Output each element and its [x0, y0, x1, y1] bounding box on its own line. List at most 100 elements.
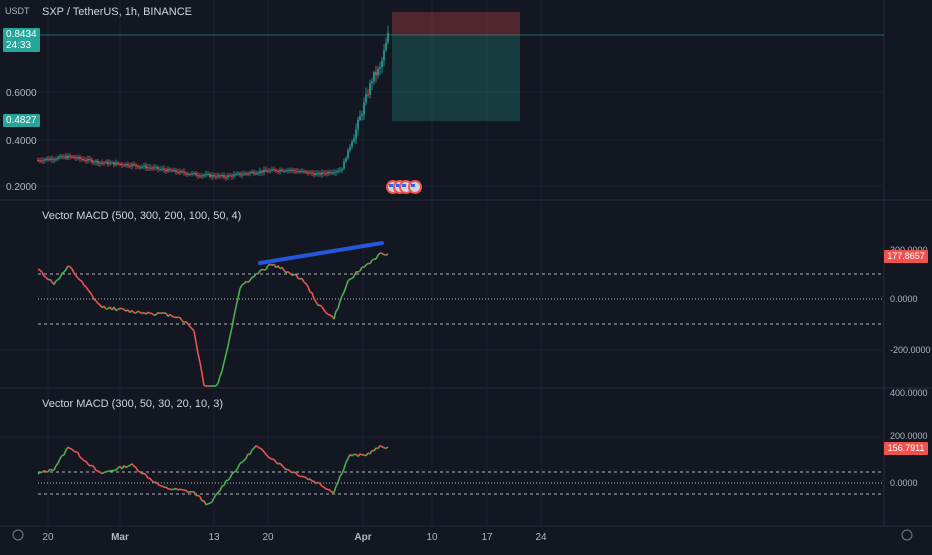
- macd-segment: [284, 270, 286, 272]
- macd-segment: [88, 290, 90, 292]
- candle-body: [331, 173, 333, 174]
- trend-line[interactable]: [260, 243, 382, 263]
- macd-segment: [166, 487, 168, 489]
- candle-body: [39, 160, 41, 161]
- candle-body: [77, 157, 79, 158]
- candle-body: [199, 176, 201, 177]
- macd1-tick: 0.0000: [890, 294, 918, 304]
- candle-body: [213, 175, 215, 176]
- target-zone[interactable]: [392, 35, 520, 121]
- candle-body: [197, 175, 199, 176]
- indicator1-title[interactable]: Vector MACD (500, 300, 200, 100, 50, 4): [42, 210, 241, 222]
- candle-body: [113, 162, 115, 164]
- candle-body: [379, 67, 381, 69]
- macd-segment: [128, 465, 130, 466]
- macd-segment: [86, 287, 88, 290]
- candle-body: [75, 158, 77, 159]
- macd-segment: [256, 446, 258, 448]
- candle-body: [333, 172, 335, 173]
- macd-segment: [54, 281, 56, 285]
- macd-segment: [270, 264, 272, 265]
- macd-segment: [342, 292, 344, 296]
- macd-segment: [374, 448, 376, 451]
- macd-segment: [236, 468, 238, 471]
- macd-segment: [58, 459, 60, 464]
- candle-body: [179, 171, 181, 173]
- macd-segment: [66, 266, 68, 270]
- macd-segment: [386, 254, 388, 255]
- flag-canton: [402, 184, 406, 187]
- candle-body: [227, 175, 229, 177]
- candle-body: [369, 83, 371, 95]
- candle-body: [143, 166, 145, 167]
- candle-body: [351, 142, 353, 147]
- candle-body: [233, 174, 235, 176]
- macd-segment: [378, 253, 380, 255]
- candle-body: [207, 174, 209, 175]
- symbol-title[interactable]: SXP / TetherUS, 1h, BINANCE: [42, 6, 192, 18]
- macd-segment: [176, 488, 178, 490]
- candle-body: [303, 171, 305, 172]
- candle-body: [387, 33, 389, 42]
- candle-body: [209, 174, 211, 177]
- macd-segment: [116, 468, 118, 470]
- candle-body: [297, 171, 299, 172]
- timezone-icon[interactable]: [13, 530, 23, 540]
- candle-body: [109, 163, 111, 164]
- macd-segment: [150, 478, 152, 480]
- candle-body: [245, 173, 247, 174]
- candle-body: [285, 171, 287, 172]
- macd-segment: [346, 281, 348, 287]
- macd-segment: [192, 329, 194, 331]
- time-label: 24: [535, 532, 547, 543]
- macd-segment: [250, 450, 252, 455]
- macd-segment: [280, 463, 282, 465]
- macd-segment: [258, 447, 260, 448]
- candle-body: [293, 170, 295, 171]
- macd2-line: [38, 446, 388, 505]
- candle-body: [251, 172, 253, 173]
- macd-segment: [174, 317, 176, 318]
- macd-segment: [198, 354, 200, 363]
- candle-body: [141, 167, 143, 168]
- macd-segment: [186, 491, 188, 493]
- candle-body: [271, 169, 273, 170]
- macd-segment: [292, 275, 294, 276]
- macd-segment: [284, 468, 286, 470]
- macd-segment: [140, 312, 142, 313]
- macd2-tick: 200.0000: [890, 431, 928, 441]
- candle-body: [217, 175, 219, 177]
- candle-body: [91, 160, 93, 162]
- macd-segment: [92, 465, 94, 467]
- indicator2-title[interactable]: Vector MACD (300, 50, 30, 20, 10, 3): [42, 398, 223, 410]
- macd-segment: [306, 284, 308, 287]
- candle-body: [323, 172, 325, 173]
- auto-scale-icon[interactable]: [902, 530, 912, 540]
- macd-segment: [364, 265, 366, 267]
- macd-segment: [382, 447, 384, 448]
- macd1-line: [38, 253, 388, 386]
- candle-body: [305, 171, 307, 172]
- macd-segment: [160, 313, 162, 314]
- macd-segment: [338, 302, 340, 309]
- candle-body: [63, 156, 65, 157]
- macd-segment: [296, 274, 298, 278]
- candle-body: [327, 172, 329, 174]
- macd-segment: [54, 466, 56, 470]
- candle-body: [95, 161, 97, 162]
- macd-segment: [68, 447, 70, 448]
- candle-body: [151, 168, 153, 169]
- currency-label[interactable]: USDT: [5, 6, 30, 16]
- macd-segment: [158, 313, 160, 314]
- stop-zone[interactable]: [392, 12, 520, 35]
- macd-segment: [218, 376, 220, 383]
- macd-segment: [152, 481, 154, 483]
- macd-segment: [38, 269, 40, 270]
- candle-body: [225, 177, 227, 178]
- price-candles: [37, 26, 389, 181]
- candle-body: [173, 170, 175, 171]
- macd-segment: [328, 489, 330, 490]
- candle-body: [269, 170, 271, 171]
- last-price-badge: 0.8434 24:33: [3, 28, 40, 52]
